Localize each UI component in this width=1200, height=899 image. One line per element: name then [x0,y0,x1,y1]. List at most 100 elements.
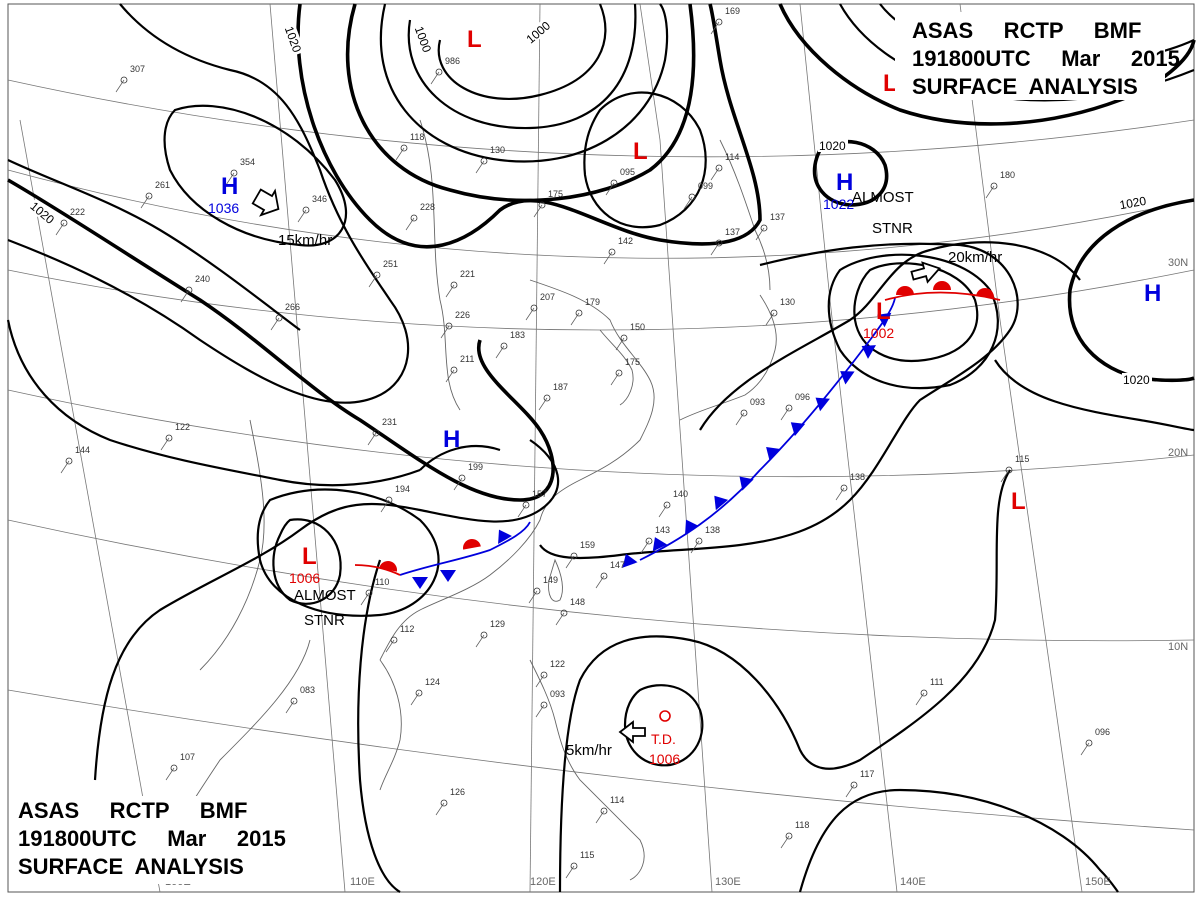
isobar-label-bg [27,198,59,228]
station-pressure: 183 [510,330,525,340]
station-plot: 118 [780,820,809,849]
wind-barb-icon [610,372,620,386]
wind-barb-icon [710,21,720,35]
station-pressure: 115 [580,850,594,860]
station-circle-icon [435,68,443,76]
cold-front-triangle-icon [685,519,699,534]
station-circle-icon [400,144,408,152]
header-bottom-line3: SURFACE ANALYSIS [18,854,244,879]
wind-barb-icon [445,369,455,383]
wind-barb-icon [440,325,450,339]
station-pressure: 118 [795,820,809,830]
station-pressure: 194 [395,484,410,494]
station-pressure: 986 [445,56,460,66]
station-pressure: 093 [550,689,565,699]
station-plot: 221 [445,269,475,298]
station-plot: 110 [360,577,389,606]
station-pressure: 138 [705,525,720,535]
wind-barb-icon [525,307,535,321]
station-plot: 126 [435,787,465,816]
wind-barb-icon [285,700,295,714]
chart-note: STNR [304,612,345,629]
station-circle-icon [145,192,153,200]
wind-barb-icon [535,674,545,688]
wind-barb-icon [595,810,605,824]
station-circle-icon [785,404,793,412]
station-pressure: 261 [155,180,170,190]
station-plot: 129 [475,619,505,648]
station-plot: 187 [538,382,568,411]
td-pressure: 1006 [649,751,680,767]
central-pressure: 1002 [863,325,894,341]
station-circle-icon [165,434,173,442]
station-plot: 138 [835,472,865,501]
station-plot: 226 [440,310,470,339]
latitude-label: 10N [1168,641,1188,653]
high-pressure-center: H [836,169,853,196]
wind-barb-icon [360,592,370,606]
station-plot: 137 [755,212,785,241]
station-plot: 183 [495,330,525,359]
station-plot: 150 [615,322,645,351]
station-circle-icon [1085,739,1093,747]
wind-barb-icon [395,147,405,161]
wind-barb-icon [535,704,545,718]
isobar-label-bg [1122,373,1152,386]
station-plot: 169 [710,6,740,35]
station-circle-icon [302,206,310,214]
station-plot: 093 [735,397,765,426]
wind-barb-icon [710,167,720,181]
wind-barb-icon [430,71,440,85]
wind-barb-icon [985,185,995,199]
station-circle-icon [615,369,623,377]
station-pressure: 346 [312,194,327,204]
wind-barb-icon [1080,742,1090,756]
station-pressure: 354 [240,157,255,167]
station-pressure: 111 [930,677,944,687]
wind-barb-icon [405,217,415,231]
wind-barb-icon [380,499,390,513]
wind-barb-icon [915,692,925,706]
wind-barb-icon [160,437,170,451]
station-circle-icon [530,304,538,312]
station-plot: 251 [368,259,398,288]
station-pressure: 251 [383,259,398,269]
station-plot: 107 [165,752,195,781]
station-circle-icon [230,169,238,177]
movement-arrows [251,188,942,744]
station-circle-icon [990,182,998,190]
header-bottom-line2: 191800UTC Mar 2015 [18,826,286,851]
station-plot: 222 [55,207,85,236]
station-pressure: 199 [468,462,483,472]
wind-barb-icon [765,312,775,326]
station-circle-icon [540,701,548,709]
wind-barb-icon [410,692,420,706]
wind-barb-icon [595,575,605,589]
arrow-icon [618,720,646,744]
station-pressure: 118 [410,132,424,142]
wind-barb-icon [615,337,625,351]
station-circle-icon [840,484,848,492]
station-plot: 096 [1080,727,1110,756]
station-plot: 346 [297,194,327,223]
header-bottom: ASAS RCTP BMF 191800UTC Mar 2015 SURFACE… [10,796,300,884]
station-pressure: 240 [195,274,210,284]
cold-front-triangle-icon [440,570,456,582]
warm-front-semicircle-icon [463,539,481,550]
station-plot: 114 [710,152,739,181]
isobar-label-group: 1020 [818,139,848,153]
station-plot: 118 [395,132,424,161]
station-plot: 111 [915,677,944,706]
wind-barb-icon [835,487,845,501]
isobars [6,3,1196,893]
station-circle-icon [740,409,748,417]
station-pressure: 114 [725,152,739,162]
station-circle-icon [500,342,508,350]
station-plot: 211 [445,354,474,383]
td-symbol-icon [659,710,671,722]
station-circle-icon [538,201,546,209]
station-pressure: 149 [543,575,558,585]
station-circle-icon [385,496,393,504]
station-pressure: 148 [570,597,585,607]
